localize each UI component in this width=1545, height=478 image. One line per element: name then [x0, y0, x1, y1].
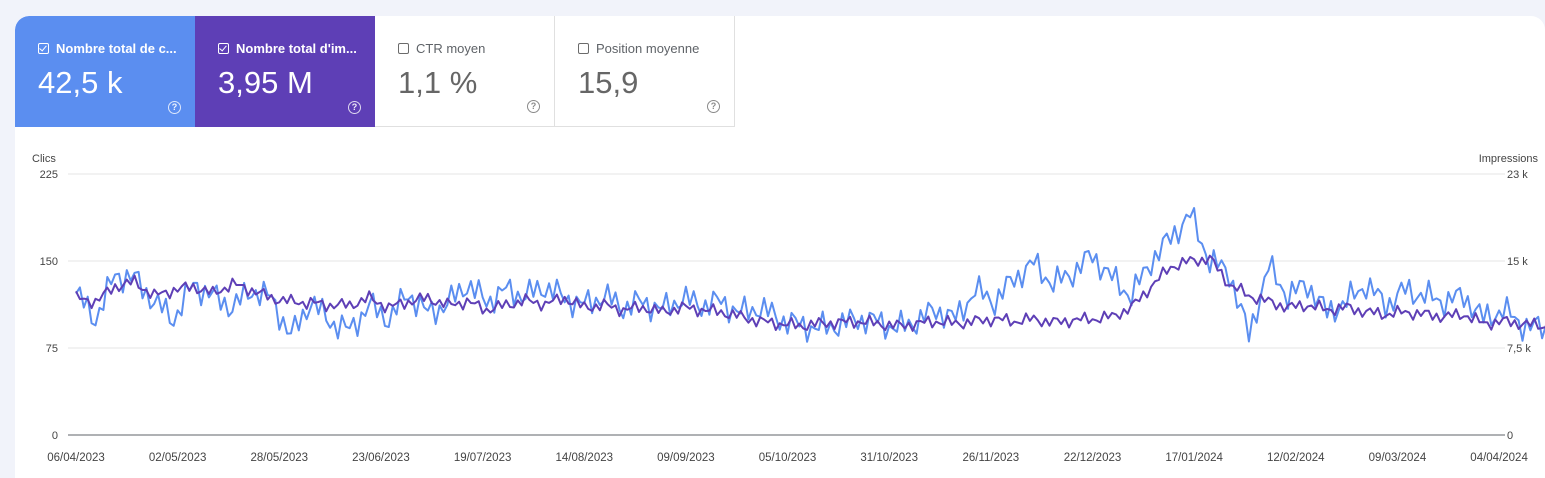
x-tick-label: 05/10/2023 [759, 452, 817, 464]
checkbox-checked-icon[interactable] [218, 43, 229, 54]
x-tick-label: 31/10/2023 [860, 452, 918, 464]
metric-position[interactable]: Position moyenne 15,9 ? [555, 16, 735, 127]
y-ticks-left: 0 75 150 225 [40, 169, 58, 442]
metric-position-label: Position moyenne [596, 41, 700, 56]
x-tick-label: 09/03/2024 [1369, 452, 1427, 464]
metric-impressions-label: Nombre total d'im... [236, 41, 357, 56]
clicks-series-line [75, 207, 1545, 343]
x-tick-label: 17/01/2024 [1165, 452, 1223, 464]
chart-lines [75, 207, 1545, 343]
metric-impressions[interactable]: Nombre total d'im... 3,95 M ? [195, 16, 375, 127]
metric-clicks-header: Nombre total de c... [38, 41, 177, 56]
x-tick-label: 04/04/2024 [1470, 452, 1528, 464]
metric-cards: Nombre total de c... 42,5 k ? Nombre tot… [15, 16, 735, 127]
x-tick-label: 14/08/2023 [555, 452, 613, 464]
metric-impressions-value: 3,95 M [218, 65, 313, 100]
y-tick-left-label: 0 [52, 430, 58, 442]
x-tick-label: 19/07/2023 [454, 452, 512, 464]
help-icon[interactable]: ? [348, 101, 361, 114]
y-tick-right-label: 15 k [1507, 256, 1528, 268]
metric-ctr-label: CTR moyen [416, 41, 486, 56]
checkbox-checked-icon[interactable] [38, 43, 49, 54]
checkbox-unchecked-icon[interactable] [398, 43, 409, 54]
metric-clicks[interactable]: Nombre total de c... 42,5 k ? [15, 16, 195, 127]
x-tick-label: 06/04/2023 [47, 452, 105, 464]
performance-card: Nombre total de c... 42,5 k ? Nombre tot… [15, 16, 1545, 478]
y-axis-left-label: Clics [32, 153, 56, 165]
y-tick-right-label: 0 [1507, 430, 1513, 442]
metric-clicks-label: Nombre total de c... [56, 41, 177, 56]
x-tick-label: 02/05/2023 [149, 452, 207, 464]
x-tick-label: 09/09/2023 [657, 452, 715, 464]
y-tick-right-label: 7,5 k [1507, 343, 1531, 355]
y-tick-right-label: 23 k [1507, 169, 1528, 181]
help-icon[interactable]: ? [527, 100, 540, 113]
help-icon[interactable]: ? [707, 100, 720, 113]
y-tick-left-label: 150 [40, 256, 58, 268]
metric-position-header: Position moyenne [578, 41, 699, 56]
x-tick-label: 26/11/2023 [962, 452, 1019, 464]
metric-impressions-header: Nombre total d'im... [218, 41, 357, 56]
checkbox-unchecked-icon[interactable] [578, 43, 589, 54]
metric-ctr[interactable]: CTR moyen 1,1 % ? [375, 16, 555, 127]
metric-ctr-header: CTR moyen [398, 41, 485, 56]
help-icon[interactable]: ? [168, 101, 181, 114]
y-axis-right-label: Impressions [1479, 153, 1539, 165]
x-ticks: 06/04/2023 02/05/2023 28/05/2023 23/06/2023… [47, 452, 1528, 464]
performance-chart: Clics Impressions 0 75 150 225 0 7,5 k 15 k 23… [32, 153, 1545, 464]
x-tick-label: 23/06/2023 [352, 452, 410, 464]
y-tick-left-label: 75 [46, 343, 58, 355]
metric-ctr-value: 1,1 % [398, 65, 478, 100]
impressions-series-line [75, 254, 1545, 332]
metric-clicks-value: 42,5 k [38, 65, 123, 100]
x-tick-label: 22/12/2023 [1064, 452, 1122, 464]
x-tick-label: 12/02/2024 [1267, 452, 1325, 464]
y-tick-left-label: 225 [40, 169, 58, 181]
y-ticks-right: 0 7,5 k 15 k 23 k [1507, 169, 1531, 442]
metric-position-value: 15,9 [578, 65, 639, 100]
chart-grid [68, 173, 1505, 436]
x-tick-label: 28/05/2023 [251, 452, 309, 464]
